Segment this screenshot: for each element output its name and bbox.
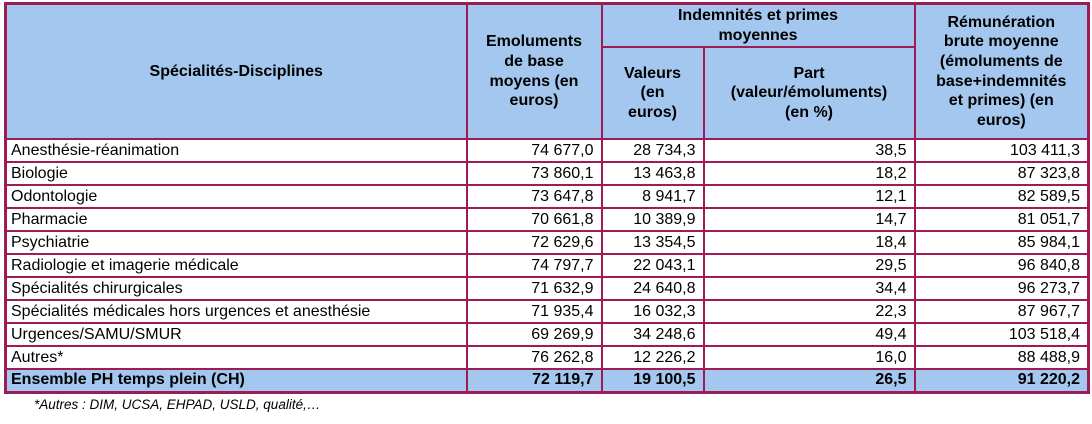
specialty-label-cell: Psychiatrie — [4, 230, 468, 256]
table-row: Anesthésie-réanimation 74 677,0 28 734,3… — [4, 138, 1090, 164]
part-value-cell: 22,3 — [702, 299, 916, 325]
total-label-cell: Ensemble PH temps plein (CH) — [4, 368, 468, 394]
specialty-label-cell: Pharmacie — [4, 207, 468, 233]
indemnites-value-cell: 24 640,8 — [600, 276, 705, 302]
table-row: Psychiatrie 72 629,6 13 354,5 18,4 85 98… — [4, 230, 1090, 256]
header-row-sub: Valeurs (en euros) Part (valeur/émolumen… — [6, 46, 1089, 141]
table-row: Radiologie et imagerie médicale 74 797,7… — [4, 253, 1090, 279]
indemnites-value-cell: 13 354,5 — [600, 230, 705, 256]
emoluments-value-cell: 73 647,8 — [465, 184, 603, 210]
remuneration-value-cell: 103 411,3 — [913, 138, 1090, 164]
indemnites-value-cell: 12 226,2 — [600, 345, 705, 371]
emoluments-value-cell: 70 661,8 — [465, 207, 603, 233]
specialty-label-cell: Odontologie — [4, 184, 468, 210]
part-value-cell: 18,2 — [702, 161, 916, 187]
col-group-header-indemnites: Indemnités et primes moyennes — [600, 2, 916, 49]
table-row: Biologie 73 860,1 13 463,8 18,2 87 323,8 — [4, 161, 1090, 187]
remuneration-value-cell: 87 323,8 — [913, 161, 1090, 187]
specialty-label-cell: Biologie — [4, 161, 468, 187]
total-row: Ensemble PH temps plein (CH) 72 119,7 19… — [4, 368, 1090, 394]
remuneration-value-cell: 96 273,7 — [913, 276, 1090, 302]
salary-table: Spécialités-Disciplines Emoluments de ba… — [4, 2, 1091, 394]
remuneration-value-cell: 85 984,1 — [913, 230, 1090, 256]
table-row: Odontologie 73 647,8 8 941,7 12,1 82 589… — [4, 184, 1090, 210]
specialty-label-cell: Radiologie et imagerie médicale — [4, 253, 468, 279]
indemnites-value-cell: 8 941,7 — [600, 184, 705, 210]
col-header-remuneration: Rémunération brute moyenne (émoluments d… — [913, 2, 1090, 141]
part-value-cell: 49,4 — [702, 322, 916, 348]
table-row: Spécialités médicales hors urgences et a… — [4, 299, 1090, 325]
part-value-cell: 34,4 — [702, 276, 916, 302]
emoluments-value-cell: 72 629,6 — [465, 230, 603, 256]
remuneration-value-cell: 103 518,4 — [913, 322, 1090, 348]
total-emoluments-cell: 72 119,7 — [465, 368, 603, 394]
emoluments-value-cell: 71 935,4 — [465, 299, 603, 325]
col-header-part: Part (valeur/émoluments) (en %) — [702, 46, 916, 141]
emoluments-value-cell: 71 632,9 — [465, 276, 603, 302]
table-row: Urgences/SAMU/SMUR 69 269,9 34 248,6 49,… — [4, 322, 1090, 348]
remuneration-value-cell: 88 488,9 — [913, 345, 1090, 371]
total-remuneration-cell: 91 220,2 — [913, 368, 1090, 394]
specialty-label-cell: Spécialités chirurgicales — [4, 276, 468, 302]
indemnites-value-cell: 22 043,1 — [600, 253, 705, 279]
part-value-cell: 16,0 — [702, 345, 916, 371]
specialty-label-cell: Spécialités médicales hors urgences et a… — [4, 299, 468, 325]
col-header-specialites: Spécialités-Disciplines — [4, 2, 468, 141]
header-row-top: Spécialités-Disciplines Emoluments de ba… — [4, 2, 1090, 141]
table-header: Spécialités-Disciplines Emoluments de ba… — [4, 2, 1090, 141]
col-header-valeurs: Valeurs (en euros) — [600, 46, 705, 141]
table-row: Pharmacie 70 661,8 10 389,9 14,7 81 051,… — [4, 207, 1090, 233]
total-part-cell: 26,5 — [702, 368, 916, 394]
remuneration-value-cell: 87 967,7 — [913, 299, 1090, 325]
emoluments-value-cell: 76 262,8 — [465, 345, 603, 371]
total-indemnites-cell: 19 100,5 — [600, 368, 705, 394]
col-header-emoluments: Emoluments de base moyens (en euros) — [465, 2, 603, 141]
emoluments-value-cell: 69 269,9 — [465, 322, 603, 348]
specialty-label-cell: Anesthésie-réanimation — [4, 138, 468, 164]
part-value-cell: 29,5 — [702, 253, 916, 279]
indemnites-value-cell: 13 463,8 — [600, 161, 705, 187]
emoluments-value-cell: 73 860,1 — [465, 161, 603, 187]
table-footnote: *Autres : DIM, UCSA, EHPAD, USLD, qualit… — [34, 396, 321, 412]
specialty-label-cell: Urgences/SAMU/SMUR — [4, 322, 468, 348]
specialty-label-cell: Autres* — [4, 345, 468, 371]
part-value-cell: 14,7 — [702, 207, 916, 233]
remuneration-value-cell: 96 840,8 — [913, 253, 1090, 279]
indemnites-value-cell: 34 248,6 — [600, 322, 705, 348]
part-value-cell: 38,5 — [702, 138, 916, 164]
remuneration-value-cell: 82 589,5 — [913, 184, 1090, 210]
table-row: Autres* 76 262,8 12 226,2 16,0 88 488,9 — [4, 345, 1090, 371]
emoluments-value-cell: 74 677,0 — [465, 138, 603, 164]
part-value-cell: 18,4 — [702, 230, 916, 256]
indemnites-value-cell: 28 734,3 — [600, 138, 705, 164]
table-body: Anesthésie-réanimation 74 677,0 28 734,3… — [4, 138, 1090, 394]
indemnites-value-cell: 16 032,3 — [600, 299, 705, 325]
emoluments-value-cell: 74 797,7 — [465, 253, 603, 279]
part-value-cell: 12,1 — [702, 184, 916, 210]
table-row: Spécialités chirurgicales 71 632,9 24 64… — [4, 276, 1090, 302]
remuneration-value-cell: 81 051,7 — [913, 207, 1090, 233]
indemnites-value-cell: 10 389,9 — [600, 207, 705, 233]
